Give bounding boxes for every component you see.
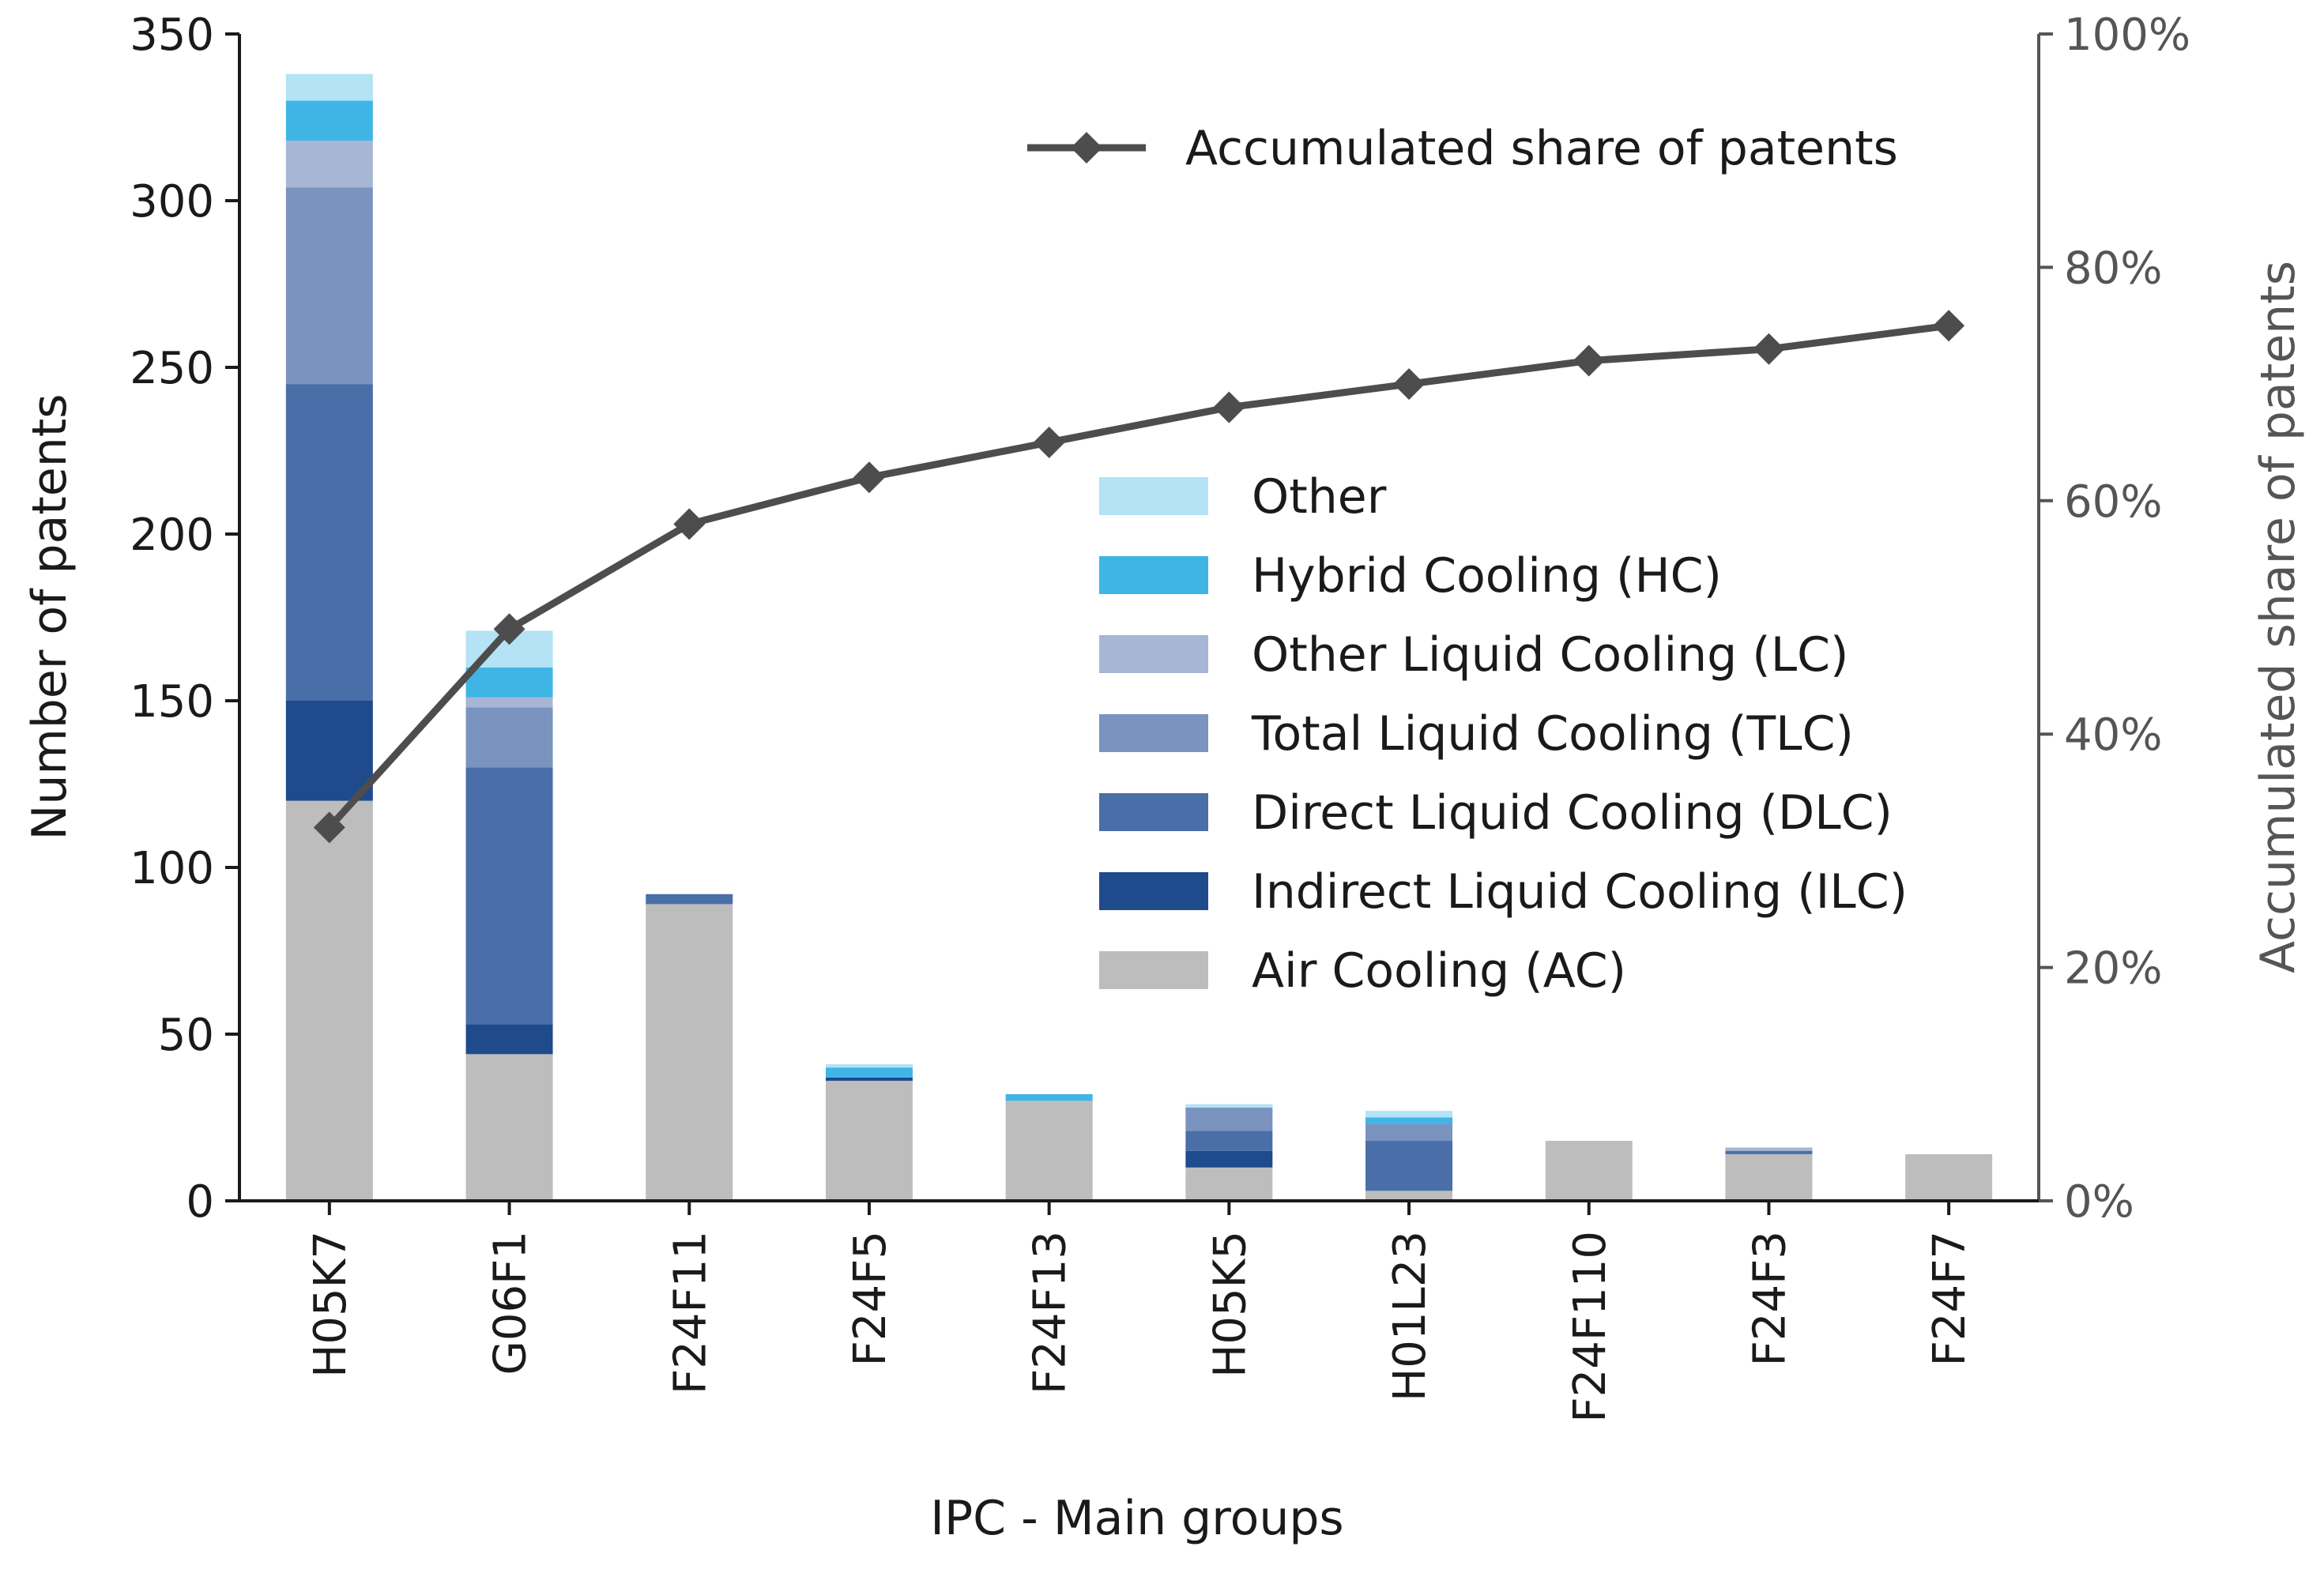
legend-label: Other Liquid Cooling (LC) xyxy=(1252,627,1848,683)
y-tick-label-right: 40% xyxy=(2064,709,2162,761)
y-tick-label-right: 60% xyxy=(2064,476,2162,528)
bar-segment xyxy=(1005,1101,1093,1201)
y-axis-right-title: Accumulated share of patents xyxy=(2251,261,2306,973)
axes: 0 50 100 150 200 250 300 350 0% 20% 40% 60% 80% 100% H… xyxy=(130,9,2190,1423)
line-point xyxy=(1573,344,1605,377)
bar-segment xyxy=(646,894,733,905)
bar-segment xyxy=(1365,1117,1453,1124)
legend-swatch xyxy=(1099,477,1208,515)
y-tick-label-right: 80% xyxy=(2064,243,2162,294)
bar-segment xyxy=(825,1063,913,1068)
bar-segment xyxy=(285,187,373,385)
line-point xyxy=(1213,391,1245,423)
bar-segment xyxy=(1365,1123,1453,1142)
line-point xyxy=(853,461,885,494)
line-point xyxy=(1393,368,1426,401)
y-tick-label-left: 350 xyxy=(130,9,214,61)
bar-segment xyxy=(825,1077,913,1082)
line-point xyxy=(1933,310,1965,342)
bar-segment xyxy=(1905,1153,1993,1201)
bar-segment xyxy=(465,667,553,698)
bar-segment xyxy=(825,1081,913,1201)
y-tick-label-right: 0% xyxy=(2064,1176,2134,1228)
bar-segment xyxy=(285,141,373,188)
line-point xyxy=(1753,333,1785,365)
legend-label: Direct Liquid Cooling (DLC) xyxy=(1252,785,1893,841)
bar-segment xyxy=(1185,1150,1273,1168)
legend-label: Total Liquid Cooling (TLC) xyxy=(1251,706,1854,762)
y-tick-label-left: 250 xyxy=(130,343,214,394)
y-tick-label-left: 200 xyxy=(130,510,214,561)
bar-segment xyxy=(1545,1141,1633,1201)
bar-segment xyxy=(1005,1093,1093,1101)
x-tick-label: F24F110 xyxy=(1565,1231,1616,1423)
x-tick-label: H05K7 xyxy=(305,1231,356,1378)
legend-label: Indirect Liquid Cooling (ILC) xyxy=(1252,864,1908,920)
x-tick-label: F24F3 xyxy=(1744,1231,1795,1366)
legend-line-label: Accumulated share of patents xyxy=(1185,121,1898,176)
x-tick-label: F24F13 xyxy=(1025,1231,1076,1394)
legend-line-marker xyxy=(1071,132,1102,164)
bar-segment xyxy=(465,697,553,708)
x-tick-label: G06F1 xyxy=(485,1231,537,1375)
bar-segment xyxy=(825,1067,913,1078)
y-tick-label-right: 100% xyxy=(2064,9,2190,61)
y-axis-title: Number of patents xyxy=(22,393,77,840)
y-tick-label-left: 300 xyxy=(130,176,214,228)
x-tick-label: H05K5 xyxy=(1204,1231,1256,1378)
line-point xyxy=(1033,426,1065,458)
y-tick-label-left: 100 xyxy=(130,843,214,894)
y-tick-label-left: 50 xyxy=(158,1010,214,1061)
y-tick-label-left: 0 xyxy=(186,1176,214,1228)
legend-swatch xyxy=(1099,556,1208,594)
accumulated-share-line xyxy=(313,310,1965,844)
bar-segment xyxy=(1365,1111,1453,1118)
legend-label: Other xyxy=(1252,469,1387,525)
x-tick-label: F24F7 xyxy=(1924,1231,1976,1366)
x-tick-label: F24F11 xyxy=(665,1231,716,1394)
bar-segment xyxy=(465,1054,553,1201)
bar-segment xyxy=(1185,1131,1273,1151)
bar-segment xyxy=(285,701,373,801)
bar-segment xyxy=(1365,1141,1453,1191)
legend-swatch xyxy=(1099,714,1208,752)
y-tick-label-right: 20% xyxy=(2064,943,2162,995)
legend-label: Air Cooling (AC) xyxy=(1252,943,1626,999)
legend-label: Hybrid Cooling (HC) xyxy=(1252,548,1722,604)
line-point xyxy=(673,508,706,540)
y-tick-label-left: 150 xyxy=(130,676,214,728)
bar-segment xyxy=(465,767,553,1025)
x-tick-label: F24F5 xyxy=(845,1231,896,1366)
bar-segment xyxy=(465,1024,553,1055)
bar-segment xyxy=(1725,1147,1813,1151)
bar-segment xyxy=(1365,1191,1453,1201)
line-path xyxy=(326,322,1949,830)
legend-swatch xyxy=(1099,793,1208,831)
line-point xyxy=(313,811,345,844)
bar-segment xyxy=(1725,1153,1813,1201)
line-point xyxy=(493,613,525,645)
bar-segment xyxy=(285,384,373,701)
legend: Accumulated share of patents Other Hybrid … xyxy=(1027,121,1908,999)
legend-swatch xyxy=(1099,635,1208,673)
bar-segment xyxy=(1185,1167,1273,1201)
bar-segment xyxy=(465,707,553,768)
legend-swatch xyxy=(1099,951,1208,989)
x-axis-title: IPC - Main groups xyxy=(930,1491,1343,1546)
legend-swatch xyxy=(1099,872,1208,910)
bar-segment xyxy=(1185,1107,1273,1131)
bar-segment xyxy=(1185,1104,1273,1108)
bar-segment xyxy=(285,100,373,141)
bar-segment xyxy=(285,73,373,101)
bar-segment xyxy=(1725,1150,1813,1154)
bar-segment xyxy=(285,800,373,1201)
x-tick-label: H01L23 xyxy=(1384,1231,1436,1402)
bar-segment xyxy=(646,904,733,1201)
